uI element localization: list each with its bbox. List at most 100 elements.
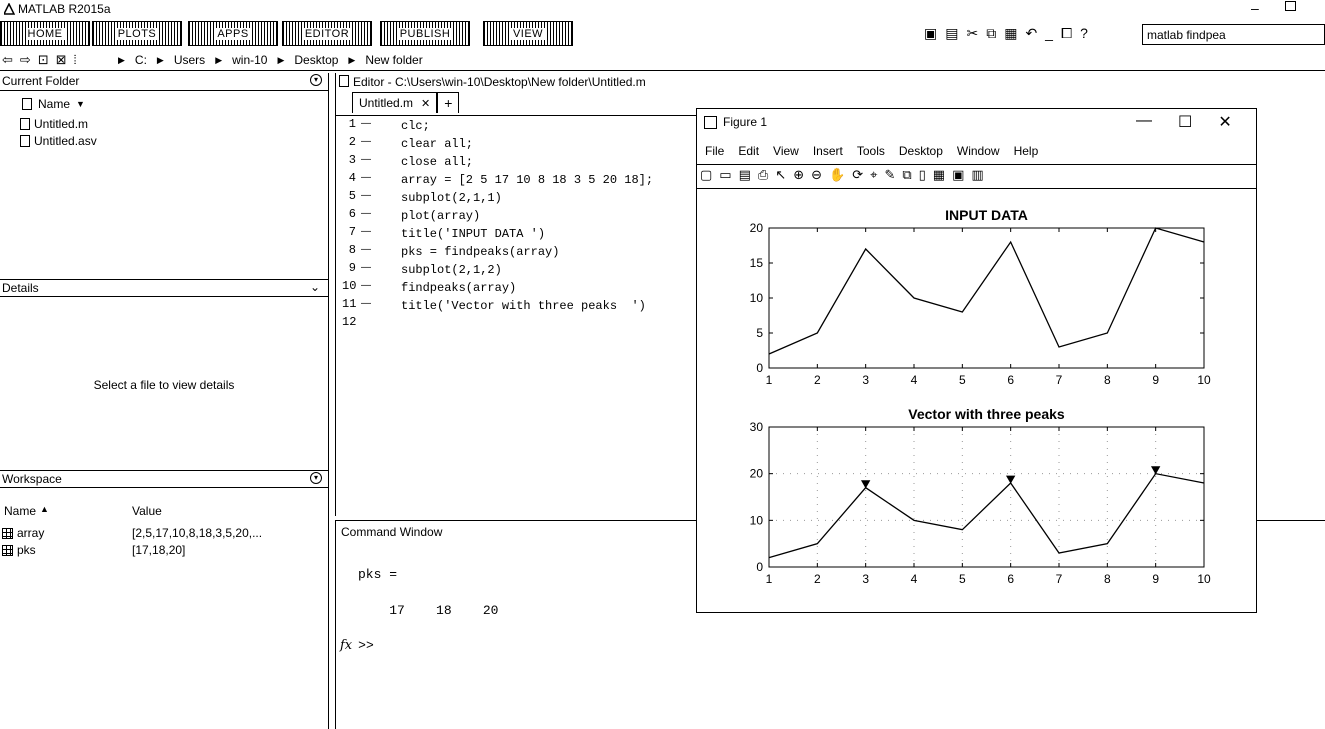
command-prompt[interactable]: fx >> xyxy=(340,638,374,653)
breadcrumb-item[interactable]: Desktop xyxy=(294,53,339,67)
print-icon[interactable]: ⎙ xyxy=(757,167,769,182)
chevron-down-icon[interactable]: ⌄ xyxy=(309,280,320,294)
breadcrumb-item[interactable]: C: xyxy=(134,53,147,67)
breakpoint-marker[interactable]: — xyxy=(361,154,371,165)
tab-home[interactable]: HOME xyxy=(0,21,90,46)
breakpoint-marker[interactable]: — xyxy=(361,280,371,291)
pane-menu-icon[interactable]: ▾ xyxy=(310,74,322,86)
chart-title: Vector with three peaks xyxy=(908,406,1065,422)
pane-menu-icon[interactable]: ▾ xyxy=(310,472,322,484)
search-documentation-input[interactable] xyxy=(1142,24,1325,45)
tab-view[interactable]: VIEW xyxy=(483,21,573,46)
code-line[interactable]: subplot(2,1,1) xyxy=(401,191,502,205)
menu-insert[interactable]: Insert xyxy=(812,144,843,158)
tab-editor[interactable]: EDITOR xyxy=(282,21,372,46)
menu-file[interactable]: File xyxy=(705,144,725,158)
paste-icon[interactable]: ▦ xyxy=(1004,25,1018,41)
breakpoint-marker[interactable]: — xyxy=(361,208,371,219)
maximize-icon[interactable]: ☐ xyxy=(1178,114,1193,131)
forward-icon[interactable]: ⇨ xyxy=(19,52,31,67)
menu-edit[interactable]: Edit xyxy=(738,144,760,158)
breakpoint-marker[interactable]: — xyxy=(361,136,371,147)
switch-windows-icon[interactable]: ⧠ xyxy=(1060,25,1073,41)
breadcrumb-item[interactable]: win-10 xyxy=(232,53,268,67)
file-row[interactable]: Untitled.m xyxy=(20,117,88,131)
link-plot-icon[interactable]: ⧉ xyxy=(902,167,912,182)
open-file-icon[interactable]: ▭ xyxy=(719,167,732,182)
redo-icon[interactable]: _ xyxy=(1045,25,1053,41)
shortcut-icon[interactable]: ▣ xyxy=(924,25,938,41)
breakpoint-marker[interactable]: — xyxy=(361,226,371,237)
close-icon[interactable]: ✕ xyxy=(1218,114,1232,131)
menu-window[interactable]: Window xyxy=(956,144,1000,158)
show-plot-tools-icon[interactable]: ▥ xyxy=(971,167,984,182)
code-line[interactable]: plot(array) xyxy=(401,209,481,223)
code-line[interactable]: close all; xyxy=(401,155,474,169)
pan-icon[interactable]: ✋ xyxy=(829,167,846,182)
rotate-icon[interactable]: ⟳ xyxy=(852,167,864,182)
colorbar-icon[interactable]: ▯ xyxy=(918,167,926,182)
code-line[interactable]: subplot(2,1,2) xyxy=(401,263,502,277)
cut-icon[interactable]: ✂ xyxy=(966,25,979,41)
breadcrumb-item[interactable]: New folder xyxy=(365,53,423,67)
breakpoint-marker[interactable]: — xyxy=(361,172,371,183)
menu-help[interactable]: Help xyxy=(1013,144,1039,158)
y-tick-label: 20 xyxy=(750,221,764,235)
editor-tab-untitled[interactable]: Untitled.m ✕ xyxy=(352,92,438,113)
x-tick-label: 5 xyxy=(959,373,966,387)
zoom-out-icon[interactable]: ⊖ xyxy=(811,167,823,182)
tab-plots[interactable]: PLOTS xyxy=(92,21,182,46)
code-line[interactable]: pks = findpeaks(array) xyxy=(401,245,560,259)
breakpoint-marker[interactable]: — xyxy=(361,262,371,273)
menu-tools[interactable]: Tools xyxy=(856,144,885,158)
ws-value-header[interactable]: Value xyxy=(132,504,162,518)
code-line[interactable]: title('Vector with three peaks ') xyxy=(401,299,646,313)
browse-folder-icon[interactable]: ⊠ xyxy=(55,52,67,67)
new-tab-button[interactable]: + xyxy=(437,92,460,113)
zoom-in-icon[interactable]: ⊕ xyxy=(793,167,805,182)
file-row[interactable]: Untitled.asv xyxy=(20,134,97,148)
breakpoint-marker[interactable]: — xyxy=(361,190,371,201)
ws-var-row[interactable]: pks xyxy=(2,543,36,557)
menu-view[interactable]: View xyxy=(773,144,799,158)
tab-apps[interactable]: APPS xyxy=(188,21,278,46)
ws-var-value: [17,18,20] xyxy=(132,543,186,557)
ws-name-header[interactable]: Name ▲ xyxy=(4,504,49,518)
undo-icon[interactable]: ↶ xyxy=(1025,25,1038,41)
copy-icon[interactable]: ⧉ xyxy=(986,25,997,41)
close-icon[interactable]: ✕ xyxy=(421,97,431,110)
legend-icon[interactable]: ▦ xyxy=(932,167,946,182)
minimize-icon[interactable]: – xyxy=(1251,0,1259,16)
name-column-header[interactable]: Name ▼ xyxy=(22,97,85,111)
maximize-icon[interactable] xyxy=(1285,1,1296,11)
breakpoint-marker[interactable]: — xyxy=(361,118,371,129)
code-line[interactable]: clear all; xyxy=(401,137,474,151)
tab-publish[interactable]: PUBLISH xyxy=(380,21,470,46)
up-folder-icon[interactable]: ⊡ xyxy=(37,52,49,67)
line-number: 12 xyxy=(342,315,357,329)
code-line[interactable]: findpeaks(array) xyxy=(401,281,517,295)
path-bar xyxy=(0,49,1325,71)
peak-marker xyxy=(1005,475,1016,484)
code-line[interactable]: clc; xyxy=(401,119,430,133)
help-icon[interactable]: ? xyxy=(1080,25,1088,41)
data-cursor-icon[interactable]: ⌖ xyxy=(870,167,878,182)
fx-icon[interactable]: fx xyxy=(340,638,353,653)
save-figure-icon[interactable]: ▤ xyxy=(738,167,751,182)
code-area[interactable] xyxy=(336,115,696,515)
code-line[interactable]: array = [2 5 17 10 8 18 3 5 20 18]; xyxy=(401,173,654,187)
menu-desktop[interactable]: Desktop xyxy=(898,144,943,158)
new-figure-icon[interactable]: ▢ xyxy=(700,167,713,182)
minimize-icon[interactable]: — xyxy=(1136,112,1152,129)
code-line[interactable]: title('INPUT DATA ') xyxy=(401,227,546,241)
breakpoint-marker[interactable]: — xyxy=(361,298,371,309)
save-icon[interactable]: ▤ xyxy=(945,25,959,41)
back-icon[interactable]: ⇦ xyxy=(2,52,13,67)
brush-icon[interactable]: ✎ xyxy=(884,167,896,182)
hide-plot-tools-icon[interactable]: ▣ xyxy=(952,167,965,182)
ws-var-row[interactable]: array xyxy=(2,526,44,540)
edit-plot-icon[interactable]: ↖ xyxy=(775,167,787,182)
breadcrumb-item[interactable]: Users xyxy=(173,53,206,67)
breakpoint-marker[interactable]: — xyxy=(361,244,371,255)
